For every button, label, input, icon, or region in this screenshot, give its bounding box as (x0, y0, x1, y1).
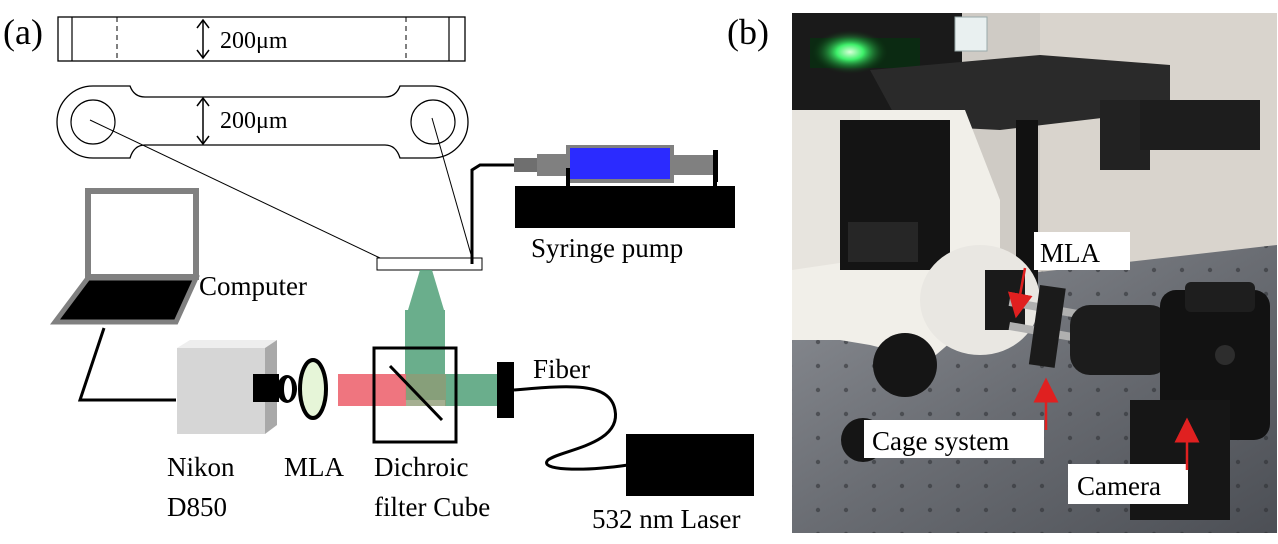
syringe-pump-icon (514, 145, 735, 228)
laser-icon (626, 434, 754, 496)
red-beam (338, 374, 406, 406)
fiber-label: Fiber (533, 354, 590, 384)
channel-side-dim: 200μm (220, 108, 288, 134)
fiber-cable (513, 385, 629, 471)
mla-label: MLA (284, 452, 345, 482)
lab-photo (792, 13, 1277, 533)
laptop-icon (50, 188, 200, 325)
camera-photo-label-bg (1068, 464, 1188, 504)
channel-side-view: 200μm (56, 85, 469, 159)
camera-label-2: D850 (167, 492, 227, 522)
microfluidic-chip (376, 257, 483, 271)
mla-arrow (1007, 267, 1033, 319)
panel-b-label: (b) (727, 12, 769, 52)
panel-b: (b) (727, 12, 1277, 533)
cage-system-label: Cage system (872, 426, 1009, 456)
mla-photo-label-bg (1034, 232, 1130, 270)
dichroic-label-1: Dichroic (374, 452, 468, 482)
dichroic-cube-icon (372, 346, 458, 444)
channel-top-view: 200μm (57, 16, 466, 62)
camera-photo-label: Camera (1077, 471, 1161, 501)
camera-label-1: Nikon (167, 452, 235, 482)
camera-icon (177, 340, 297, 434)
computer-label: Computer (199, 271, 307, 301)
fiber-collimator (497, 362, 514, 418)
lens-icon (298, 358, 328, 420)
cage-system-label-bg (864, 420, 1044, 458)
mla-photo-label: MLA (1040, 238, 1101, 268)
camera-cable (77, 327, 176, 402)
syringe-pump-label: Syringe pump (531, 233, 683, 263)
tubing (470, 163, 518, 264)
panel-a: (a) 200μm 200μm (3, 12, 754, 534)
channel-top-dim: 200μm (220, 28, 288, 54)
dichroic-label-2: filter Cube (374, 492, 490, 522)
laser-label: 532 nm Laser (592, 504, 740, 534)
panel-a-label: (a) (3, 12, 43, 52)
